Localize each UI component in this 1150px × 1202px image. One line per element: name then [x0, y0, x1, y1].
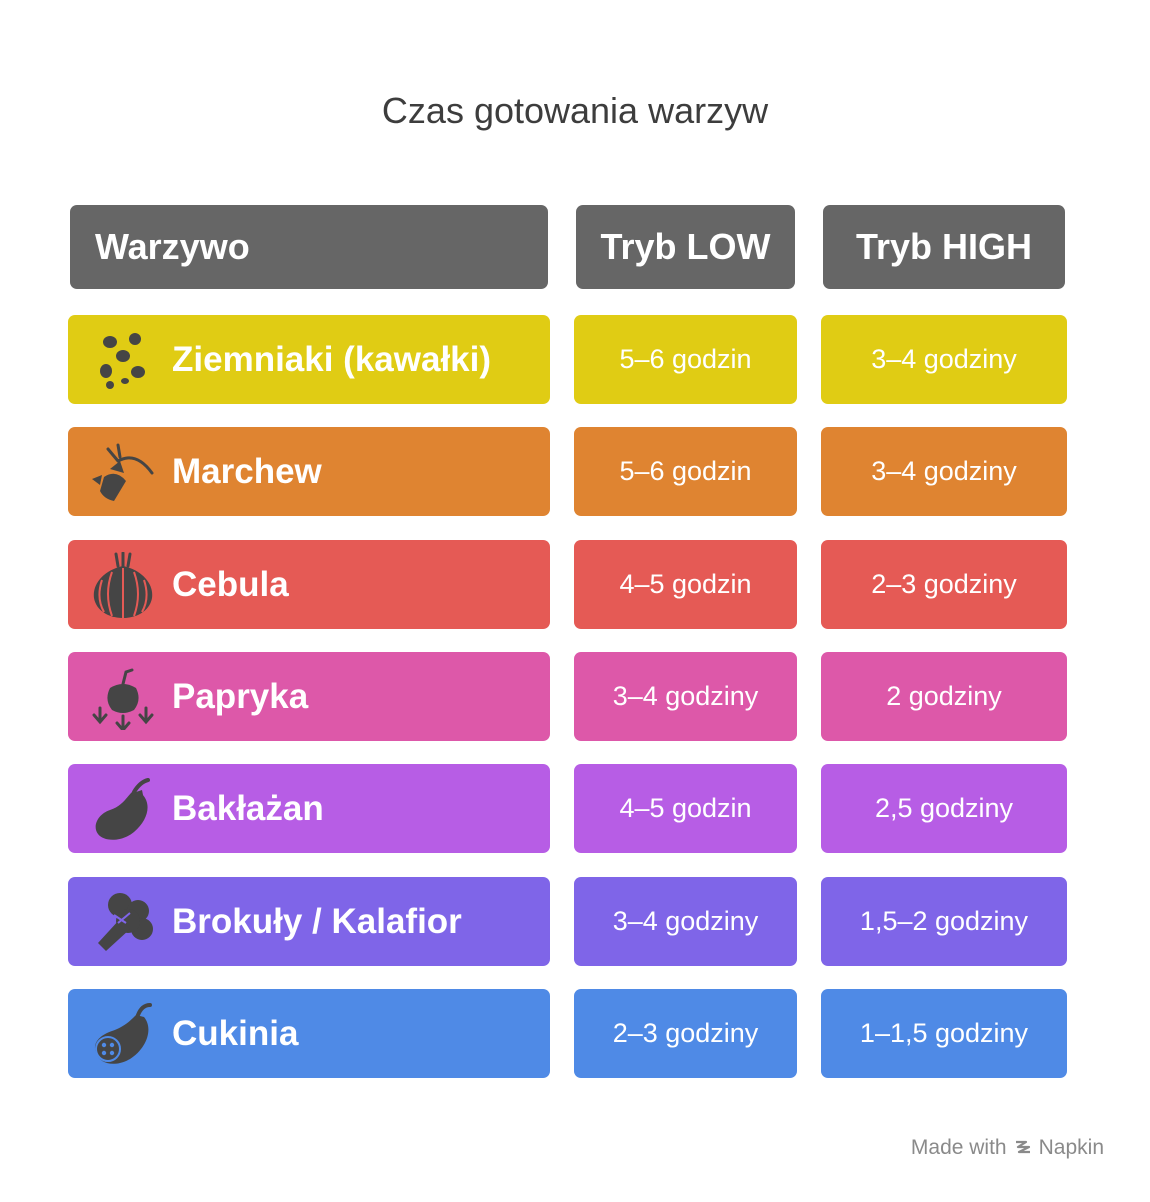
eggplant-icon: [90, 776, 156, 842]
high-time-cell: 1–1,5 godziny: [821, 989, 1067, 1078]
vegetable-name: Ziemniaki (kawałki): [172, 339, 492, 379]
vegetable-name: Papryka: [172, 676, 309, 716]
vegetable-name: Bakłażan: [172, 788, 324, 828]
vegetable-cell: Cukinia: [68, 989, 550, 1078]
broccoli-icon: [90, 889, 156, 955]
made-with-label: Made with: [910, 1136, 1007, 1159]
high-time-cell: 2,5 godziny: [821, 764, 1067, 853]
vegetable-name: Marchew: [172, 451, 322, 491]
vegetable-name: Cukinia: [172, 1013, 299, 1053]
low-time-cell: 3–4 godziny: [574, 652, 797, 741]
vegetable-name: Cebula: [172, 564, 289, 604]
potatoes-icon: [90, 327, 156, 393]
header-low: Tryb LOW: [576, 205, 795, 289]
footer-credit[interactable]: Made with Napkin: [911, 1136, 1104, 1160]
high-time-cell: 1,5–2 godziny: [821, 877, 1067, 966]
high-time-cell: 2–3 godziny: [821, 540, 1067, 629]
header-vegetable: Warzywo: [70, 205, 548, 289]
low-time-cell: 4–5 godzin: [574, 540, 797, 629]
onion-icon: [90, 551, 156, 618]
high-time-cell: 3–4 godziny: [821, 315, 1067, 404]
high-time-cell: 2 godziny: [821, 652, 1067, 741]
vegetable-cell: Papryka: [68, 652, 550, 741]
vegetable-cell: Bakłażan: [68, 764, 550, 853]
high-time-cell: 3–4 godziny: [821, 427, 1067, 516]
low-time-cell: 5–6 godzin: [574, 427, 797, 516]
vegetable-cell: Ziemniaki (kawałki): [68, 315, 550, 404]
low-time-cell: 2–3 godziny: [574, 989, 797, 1078]
napkin-brand: Napkin: [1038, 1136, 1104, 1159]
header-high: Tryb HIGH: [823, 205, 1065, 289]
carrot-icon: [90, 439, 156, 505]
low-time-cell: 3–4 godziny: [574, 877, 797, 966]
page-title: Czas gotowania warzyw: [381, 90, 769, 131]
vegetable-cell: Brokuły / Kalafior: [68, 877, 550, 966]
pepper-icon: [90, 664, 156, 730]
vegetable-cell: Cebula: [68, 540, 550, 629]
napkin-logo-icon: [1015, 1140, 1030, 1154]
zucchini-icon: [90, 1001, 156, 1067]
vegetable-cell: Marchew: [68, 427, 550, 516]
low-time-cell: 5–6 godzin: [574, 315, 797, 404]
vegetable-name: Brokuły / Kalafior: [172, 901, 462, 941]
low-time-cell: 4–5 godzin: [574, 764, 797, 853]
